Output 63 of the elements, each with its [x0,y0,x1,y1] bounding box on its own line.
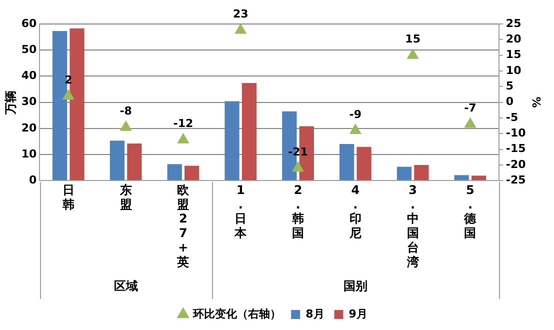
legend-label: 9月 [348,307,368,320]
y2-tick-label: -25 [506,173,526,186]
data-label: -21 [288,145,308,158]
bar [127,144,142,180]
y-tick-label: 40 [21,69,38,82]
data-label: -7 [464,102,476,115]
x-tick-label: 1.日本 [234,182,248,240]
data-label: -8 [120,104,132,118]
bar [396,166,412,180]
y-tick-label: 10 [21,147,38,160]
bar [224,101,240,180]
bar [339,144,354,180]
x-tick-label: 3.中国台湾 [406,182,419,269]
y2-tick-label: -15 [506,142,526,156]
y2-tick-label: -5 [506,110,518,124]
bar [52,31,68,180]
x-tick-label: 欧盟27+英 [176,182,190,269]
x-tick-label: 5.德国 [463,182,478,240]
y2-axis-title: % [530,96,543,108]
data-label: 15 [405,32,420,46]
text: 国别 [343,279,368,294]
y2-tick-label: 15 [506,48,522,62]
bar [110,140,125,180]
y2-tick-label: 0 [506,95,514,108]
bar [472,176,486,180]
y2-tick-label: -20 [506,158,526,171]
y2-tick-label: 20 [506,32,522,46]
data-label: 2 [64,73,72,86]
y-tick-label: 0 [29,173,38,186]
bar [356,146,372,180]
text: 区域 [114,279,138,294]
legend-label: 环比变化（右轴） [192,307,282,320]
y-tick-label: 20 [21,121,38,134]
x-tick-label: 东盟 [118,182,132,212]
point [120,120,132,131]
point [350,124,362,134]
data-label: 23 [232,8,248,21]
bar [454,175,469,180]
bar [70,28,84,180]
y2-tick-label: 10 [506,64,522,77]
point [407,48,419,59]
y2-tick-label: -10 [506,126,526,140]
y-axis-title: 万辆 [3,90,18,116]
point [464,118,476,128]
bar [184,166,200,180]
y2-tick-label: 25 [506,16,522,30]
point [178,133,189,144]
data-label: -12 [173,117,194,130]
bar [167,164,182,180]
bar [414,164,429,180]
y-tick-label: 30 [21,95,38,108]
x-tick-label: 4.印尼 [348,182,362,240]
point [234,24,246,34]
data-label: -9 [349,108,362,121]
y2-tick-label: 5 [506,80,514,92]
bar [242,82,257,180]
point [292,162,304,172]
point [62,90,74,100]
y-tick-label: 50 [21,42,38,56]
x-tick-label: 日韩 [61,182,74,212]
legend-label: 8月 [306,307,324,320]
y-tick-label: 60 [21,16,38,30]
x-tick-label: 2.韩国 [291,182,304,240]
